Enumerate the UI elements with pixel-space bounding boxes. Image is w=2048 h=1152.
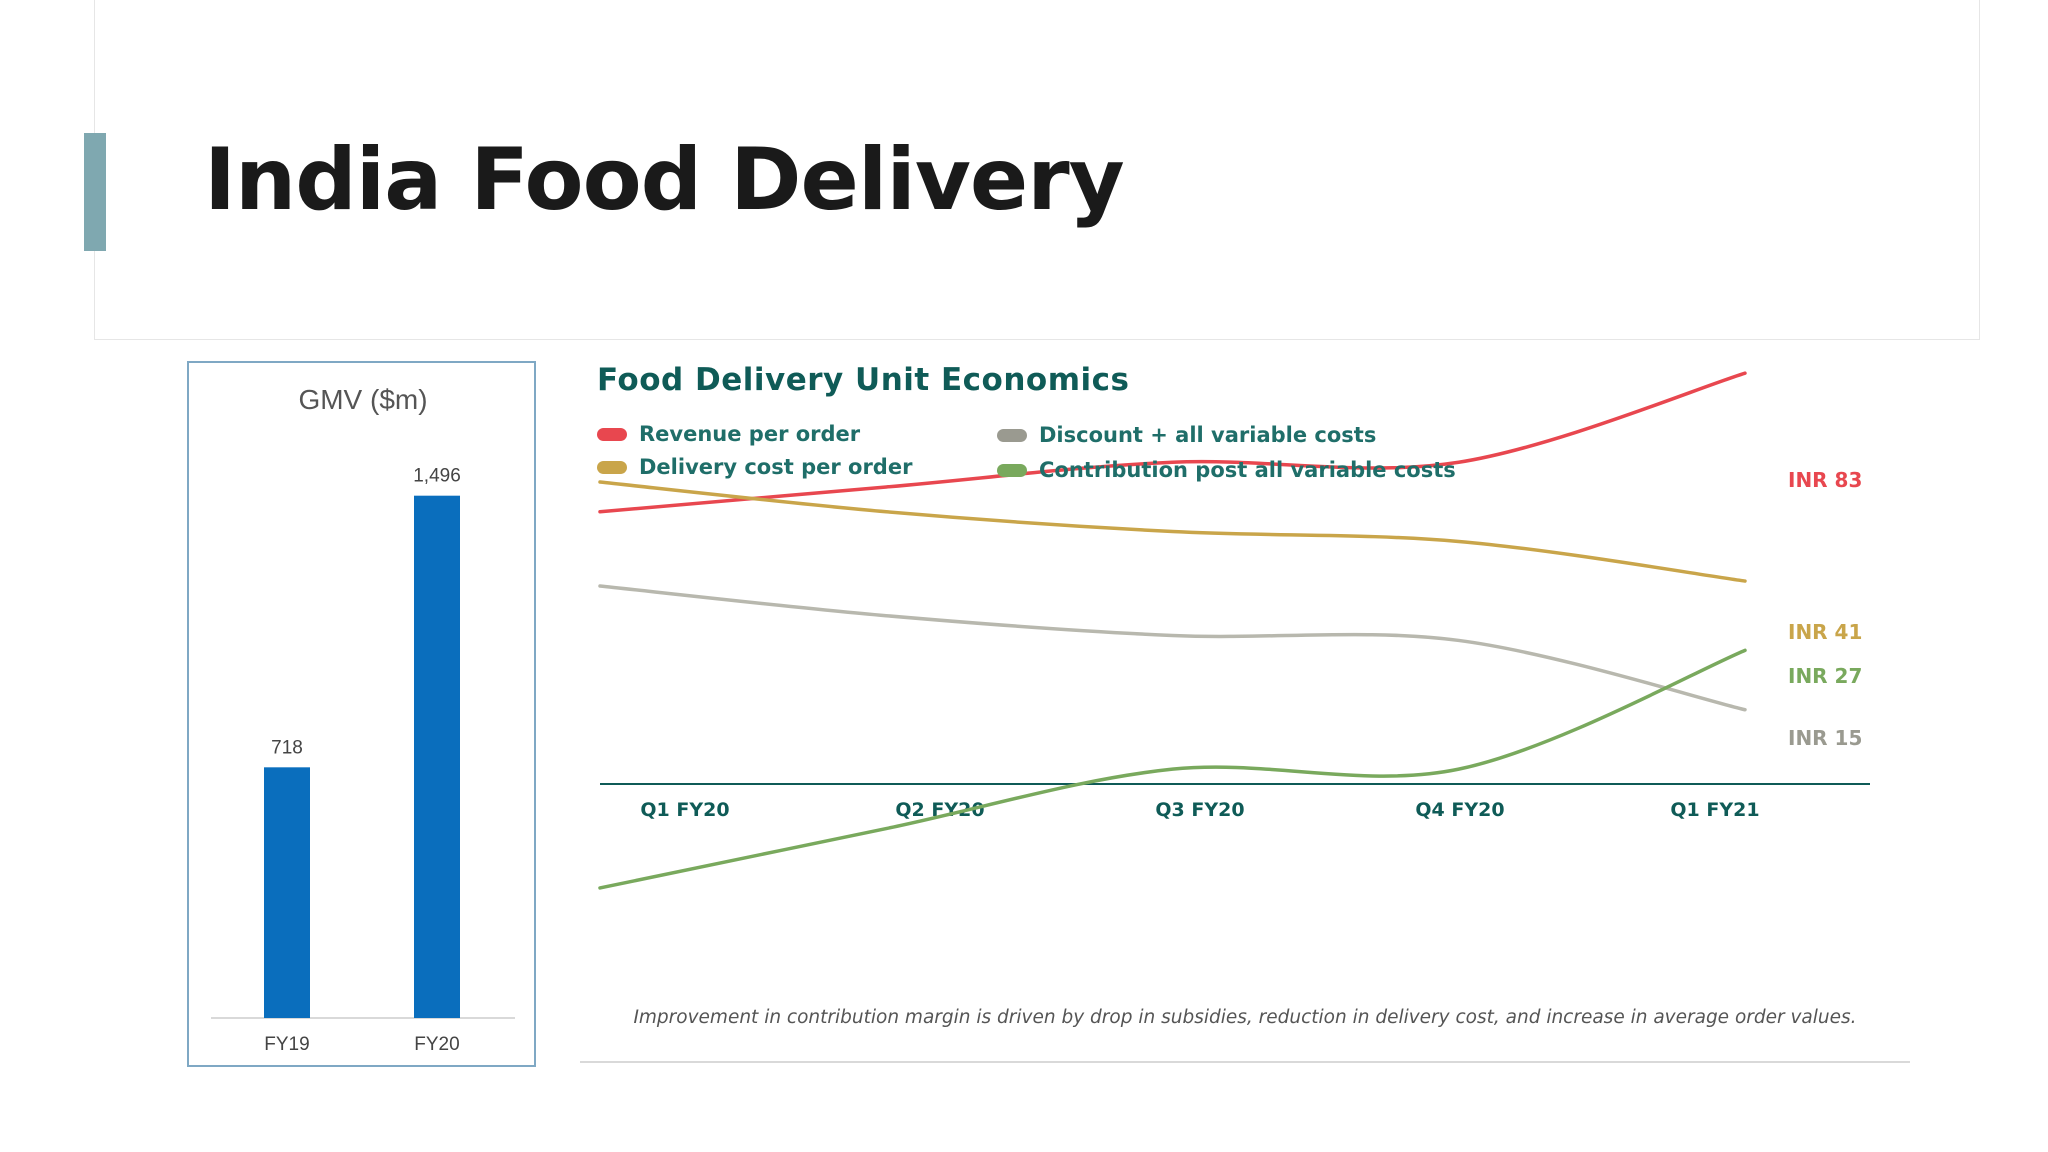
legend-swatch-revenue [597, 427, 627, 441]
gmv-value-label-fy19: 718 [271, 737, 303, 758]
end-label-contribution: INR 27 [1788, 664, 1862, 688]
legend-item-delivery-cost: Delivery cost per order [597, 455, 912, 479]
legend-swatch-discount [997, 428, 1027, 442]
x-tick-label-1: Q1 FY20 [640, 799, 729, 821]
x-tick-label-3: Q3 FY20 [1155, 799, 1244, 821]
legend-item-revenue: Revenue per order [597, 422, 860, 446]
unit-economics-panel: Q1 FY20 Q2 FY20 Q3 FY20 Q4 FY20 Q1 FY21 INR 8… [570, 350, 1920, 1070]
legend-swatch-delivery-cost [597, 460, 627, 474]
end-label-revenue: INR 83 [1788, 468, 1862, 492]
legend-label-delivery-cost: Delivery cost per order [639, 455, 913, 479]
unit-economics-title: Food Delivery Unit Economics [597, 362, 1130, 398]
gmv-chart-panel: GMV ($m) 718 FY19 1,496 FY20 [187, 361, 536, 1067]
title-header-box [94, 0, 1980, 340]
gmv-value-label-fy20: 1,496 [413, 466, 461, 487]
unit-economics-line-chart: Q1 FY20 Q2 FY20 Q3 FY20 Q4 FY20 Q1 FY21 INR 8… [580, 371, 1910, 1063]
title-accent-bar [84, 133, 106, 251]
legend-item-contribution: Contribution post all variable costs [997, 458, 1456, 482]
gmv-bar-fy19 [264, 767, 310, 1018]
gmv-category-label-fy20: FY20 [414, 1034, 459, 1055]
legend-label-revenue: Revenue per order [639, 422, 861, 446]
series-line-revenue [598, 371, 1747, 514]
legend-item-discount: Discount + all variable costs [997, 423, 1376, 447]
series-line-discount [598, 584, 1747, 712]
x-tick-label-5: Q1 FY21 [1670, 799, 1759, 821]
gmv-bar-chart: GMV ($m) 718 FY19 1,496 FY20 [211, 384, 515, 1055]
end-label-delivery-cost: INR 41 [1788, 620, 1862, 644]
gmv-category-label-fy19: FY19 [264, 1034, 309, 1055]
series-line-delivery-cost [598, 480, 1747, 583]
end-label-discount: INR 15 [1788, 726, 1862, 750]
legend-label-discount: Discount + all variable costs [1039, 423, 1377, 447]
slide-title: India Food Delivery [204, 130, 1125, 230]
x-tick-label-2: Q2 FY20 [895, 799, 984, 821]
gmv-chart-title: GMV ($m) [298, 384, 427, 415]
x-tick-label-4: Q4 FY20 [1415, 799, 1504, 821]
legend-swatch-contribution [997, 463, 1027, 477]
legend-label-contribution: Contribution post all variable costs [1039, 458, 1456, 482]
gmv-bar-fy20 [414, 495, 460, 1018]
chart-caption: Improvement in contribution margin is dr… [633, 1007, 1857, 1028]
